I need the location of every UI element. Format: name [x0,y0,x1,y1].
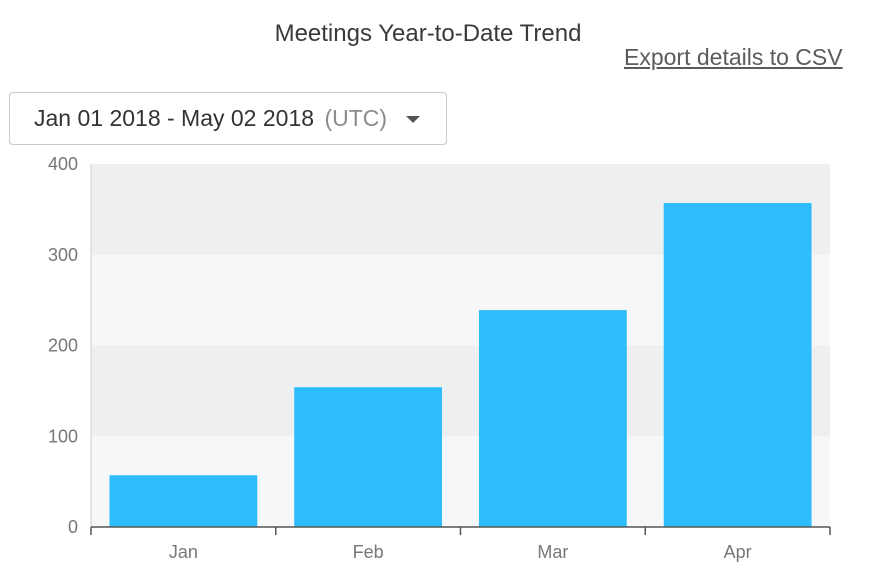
y-tick-label: 0 [68,517,78,537]
y-tick-label: 100 [48,426,78,446]
axes [90,164,831,535]
y-tick-label: 200 [48,336,78,356]
bar-mar [478,310,627,527]
bar-chart: 0 100 200 300 400 Jan Feb Mar Apr [48,154,831,562]
timezone-label: (UTC) [324,105,388,131]
bar-feb [294,387,443,527]
date-range-text: Jan 01 2018 - May 02 2018 [34,105,315,131]
chevron-down-icon [406,116,420,123]
x-tick-label: Jan [169,542,198,562]
x-axis-labels: Jan Feb Mar Apr [169,542,752,562]
x-tick-label: Mar [537,542,568,562]
chart-title: Meetings Year-to-Date Trend [274,20,582,47]
date-range-value: Jan 01 2018 - May 02 2018 (UTC) [34,105,387,132]
bars [109,203,812,527]
bar-apr [663,203,812,527]
date-range-dropdown[interactable]: Jan 01 2018 - May 02 2018 (UTC) [9,92,447,145]
x-tick-label: Apr [724,542,752,562]
y-tick-label: 400 [48,154,78,174]
bar-jan [109,475,258,527]
export-csv-link[interactable]: Export details to CSV [624,44,843,70]
y-axis-labels: 0 100 200 300 400 [48,154,78,537]
x-tick-label: Feb [353,542,384,562]
y-tick-label: 300 [48,245,78,265]
